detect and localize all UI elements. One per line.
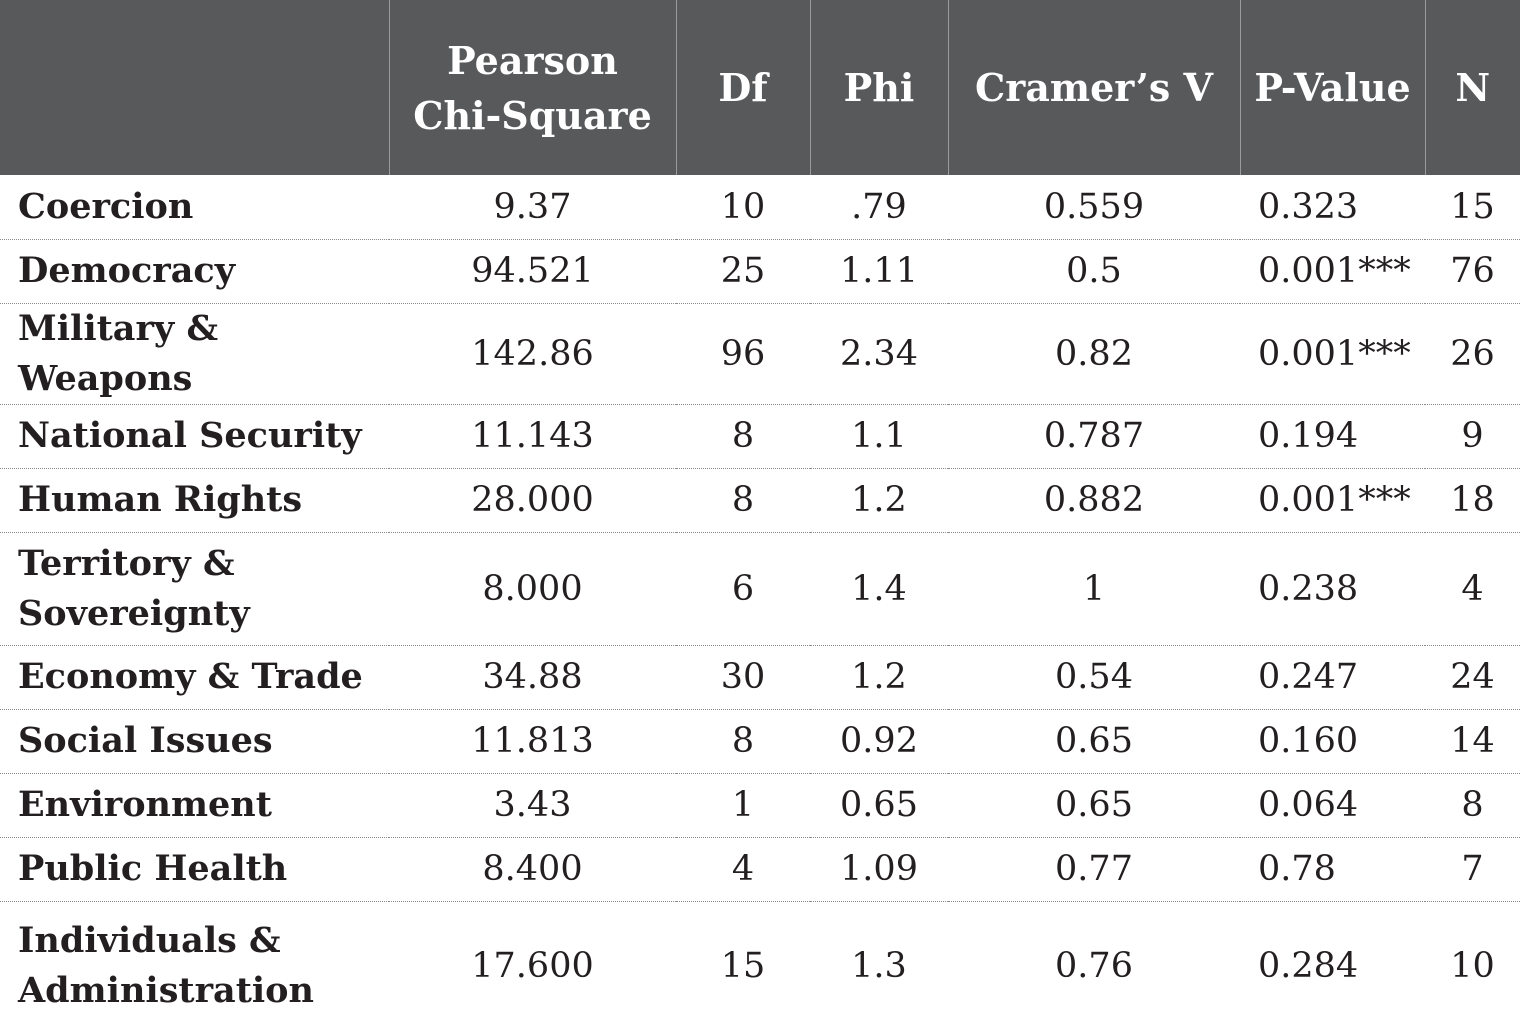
table-header: Pearson Chi-Square Df Phi Cramer’s V P-V… [0,0,1520,175]
n-cell: 76 [1425,239,1520,304]
category-cell: Human Rights [0,468,389,533]
p-value-cell: 0.323 [1240,175,1425,240]
df-cell: 30 [676,645,810,710]
n-cell: 14 [1425,709,1520,774]
header-cramers-v: Cramer’s V [947,0,1240,175]
table-row: Human Rights 28.000 8 1.2 0.882 0.001*** 18 [0,468,1520,533]
df-cell: 6 [676,532,810,646]
df-cell: 15 [720,946,766,987]
p-value-cell: 0.78 [1240,837,1425,902]
table-row: Public Health 8.400 4 1.09 0.77 0.78 7 [0,837,1520,902]
p-value-cell: 0.247 [1240,645,1425,710]
df-cell: 8 [676,404,810,469]
category-cell: Public Health [0,837,389,902]
category-cell: Territory & Sovereignty [0,532,389,646]
header-n: N [1424,0,1520,175]
cramers-v-cell: 0.559 [948,175,1240,240]
n-cell: 9 [1425,404,1520,469]
cramers-v-cell: 0.65 [948,773,1240,838]
category-cell: Social Issues [0,709,389,774]
phi-cell: 1.2 [810,645,948,710]
phi-cell: .79 [810,175,948,240]
cramers-v-cell: 0.882 [948,468,1240,533]
category-cell: Economy & Trade [0,645,389,710]
chi-square-cell: 142.86 [389,303,676,405]
table-row: National Security 11.143 8 1.1 0.787 0.194 9 [0,404,1520,469]
category-cell: National Security [0,404,389,469]
df-cell: 25 [676,239,810,304]
chi-square-cell: 9.37 [389,175,676,240]
chi-square-cell: 11.813 [389,709,676,774]
n-cell: 10 [1450,946,1495,987]
df-cell: 4 [676,837,810,902]
table-row: Economy & Trade 34.88 30 1.2 0.54 0.247 24 [0,645,1520,710]
n-cell: 7 [1425,837,1520,902]
chi-square-cell: 28.000 [389,468,676,533]
phi-cell: 1.1 [810,404,948,469]
n-cell: 18 [1425,468,1520,533]
p-value-cell: 0.160 [1240,709,1425,774]
table-row: Democracy 94.521 25 1.11 0.5 0.001*** 76 [0,239,1520,304]
p-value-cell: 0.238 [1240,532,1425,646]
p-value-cell: 0.194 [1240,404,1425,469]
table-row: Individuals & Administration 17.600 15 1.3 0… [0,901,1520,1031]
category-cell: Military & Weapons [0,303,389,405]
table-row: Environment 3.43 1 0.65 0.65 0.064 8 [0,773,1520,838]
chi-square-cell: 17.600 [471,946,594,987]
n-cell: 8 [1425,773,1520,838]
category-cell: Democracy [0,239,389,304]
df-cell: 8 [676,709,810,774]
cramers-v-cell: 0.76 [1055,946,1133,987]
n-cell: 4 [1425,532,1520,646]
header-category [0,0,389,175]
p-value-cell: 0.001*** [1240,239,1425,304]
header-p-value: P-Value [1239,0,1425,175]
table-body: Coercion 9.37 10.79 0.559 0.323 15 Democracy 94… [0,175,1520,1031]
cramers-v-cell: 1 [948,532,1240,646]
n-cell: 24 [1425,645,1520,710]
chi-square-cell: 8.400 [389,837,676,902]
chi-square-cell: 8.000 [389,532,676,646]
p-value-cell: 0.064 [1240,773,1425,838]
table-row: Military & Weapons 142.86 96 2.34 0.82 0.001*… [0,303,1520,405]
phi-cell: 1.11 [810,239,948,304]
header-pearson-chi-square: Pearson Chi-Square [388,0,676,175]
df-cell: 10 [676,175,810,240]
p-value-cell: 0.284 [1258,946,1359,987]
df-cell: 96 [676,303,810,405]
phi-cell: 1.2 [810,468,948,533]
cramers-v-cell: 0.82 [948,303,1240,405]
chi-square-cell: 34.88 [389,645,676,710]
chi-square-cell: 3.43 [389,773,676,838]
table-row: Territory & Sovereignty 8.000 6 1.4 1 0.238 4 [0,532,1520,646]
category-cell: Individuals & Administration [18,920,314,1012]
p-value-cell: 0.001*** [1240,468,1425,533]
n-cell: 15 [1425,175,1520,240]
cramers-v-cell: 0.77 [948,837,1240,902]
category-cell: Coercion [0,175,389,240]
header-phi: Phi [809,0,948,175]
phi-cell: 1.09 [810,837,948,902]
header-row: Pearson Chi-Square Df Phi Cramer’s V P-V… [0,0,1520,175]
table-row: Coercion 9.37 10.79 0.559 0.323 15 [0,175,1520,240]
phi-cell: 1.3 [851,946,907,987]
category-cell: Environment [0,773,389,838]
cramers-v-cell: 0.5 [948,239,1240,304]
phi-cell: 0.65 [810,773,948,838]
header-df: Df [675,0,810,175]
phi-cell: 0.92 [810,709,948,774]
cramers-v-cell: 0.787 [948,404,1240,469]
phi-cell: 2.34 [810,303,948,405]
cramers-v-cell: 0.65 [948,709,1240,774]
df-cell: 8 [676,468,810,533]
p-value-cell: 0.001*** [1240,303,1425,405]
df-cell: 1 [676,773,810,838]
table-row: Social Issues 11.813 8 0.92 0.65 0.160 14 [0,709,1520,774]
chi-square-cell: 11.143 [389,404,676,469]
cramers-v-cell: 0.54 [948,645,1240,710]
chi-square-cell: 94.521 [389,239,676,304]
phi-cell: 1.4 [810,532,948,646]
n-cell: 26 [1425,303,1520,405]
